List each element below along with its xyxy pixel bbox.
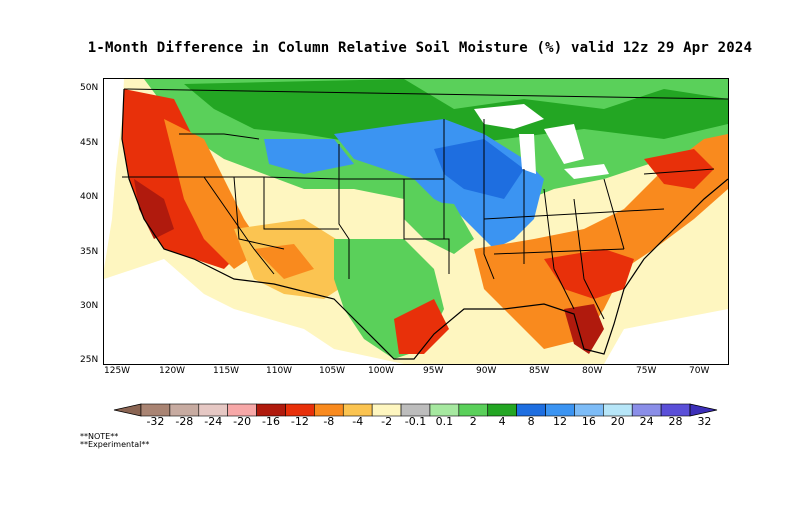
colorbar-tick-label: -28	[175, 415, 194, 428]
lake-erie	[564, 164, 609, 179]
montana-blue	[264, 139, 354, 174]
note-label: **NOTE**	[80, 432, 119, 441]
colorbar-tick-label: 28	[668, 415, 683, 428]
colorbar-tick-label: 12	[552, 415, 567, 428]
colorbar-tick-label: 4	[498, 415, 506, 428]
colorbar-tick-label: 24	[639, 415, 654, 428]
arizona-orange	[254, 244, 314, 279]
lat-label: 35N	[80, 247, 99, 257]
colorbar-tick-label: -2	[381, 415, 393, 428]
california-dark-red	[134, 179, 174, 239]
lon-label: 120W	[159, 366, 186, 376]
lon-label: 75W	[636, 366, 657, 376]
colorbar-tick-label: -0.1	[404, 415, 427, 428]
colorbar-min-arrow	[113, 403, 142, 417]
colorbar-tick-label: 32	[697, 415, 712, 428]
lat-label: 50N	[80, 83, 99, 93]
florida-dark-red	[564, 304, 604, 354]
lake-huron	[544, 124, 584, 164]
southeast-red	[544, 249, 634, 299]
lon-label: 70W	[689, 366, 710, 376]
lon-label: 110W	[266, 366, 293, 376]
colorbar-tick-label: -8	[323, 415, 335, 428]
soil-moisture-map	[103, 78, 729, 365]
map-title: 1-Month Difference in Column Relative So…	[87, 40, 753, 56]
coastline	[121, 88, 728, 360]
southeast-orange	[474, 134, 728, 349]
lon-label: 115W	[213, 366, 240, 376]
atlantic-blank	[604, 309, 728, 364]
pacific-blank	[104, 79, 124, 269]
colorbar-tick-label: -32	[146, 415, 165, 428]
lon-label: 105W	[319, 366, 346, 376]
texas-coast-red	[394, 299, 449, 354]
north-dark-green	[184, 79, 728, 149]
iowa-blue	[434, 139, 524, 199]
colorbar-tick-label: 0.1	[435, 415, 454, 428]
kansas-green	[404, 199, 474, 254]
map-canvas	[104, 79, 728, 364]
experimental-label: **Experimental**	[80, 440, 150, 449]
lat-label: 30N	[80, 301, 99, 311]
colorbar-tick-label: -4	[352, 415, 364, 428]
colorbar-tick-label: 8	[527, 415, 535, 428]
lat-label: 25N	[80, 355, 99, 365]
lon-label: 95W	[423, 366, 444, 376]
northeast-red	[644, 149, 714, 189]
colorbar-tick-label: 16	[581, 415, 596, 428]
mexico-blank	[104, 259, 404, 364]
lake-superior	[474, 104, 544, 129]
colorbar-tick-label: 2	[469, 415, 477, 428]
lat-label: 45N	[80, 138, 99, 148]
colorbar-tick-label: -24	[204, 415, 223, 428]
colorbar-tick-label: -20	[233, 415, 252, 428]
colorbar-tick-label: -12	[290, 415, 309, 428]
lon-label: 90W	[476, 366, 497, 376]
lat-label: 40N	[80, 192, 99, 202]
lon-label: 125W	[104, 366, 131, 376]
lon-label: 100W	[368, 366, 395, 376]
colorbar-tick-label: 20	[610, 415, 625, 428]
lake-michigan	[519, 134, 536, 174]
lon-label: 80W	[582, 366, 603, 376]
colorbar-tick-label: -16	[262, 415, 280, 428]
state-borders	[122, 88, 728, 320]
lon-label: 85W	[529, 366, 550, 376]
